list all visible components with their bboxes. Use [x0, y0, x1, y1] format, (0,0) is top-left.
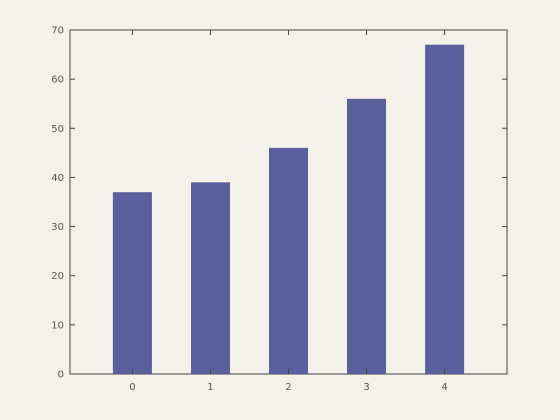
y-tick-label: 30	[51, 222, 64, 233]
y-tick-label: 40	[51, 173, 64, 184]
bars-group	[112, 44, 465, 375]
bar-0	[112, 192, 152, 374]
x-tick-label: 2	[285, 382, 291, 393]
y-tick-label: 60	[51, 75, 64, 86]
bar-3	[347, 98, 386, 375]
y-tick-label: 70	[51, 26, 64, 37]
y-tick-label: 20	[51, 271, 64, 282]
x-tick-label: 0	[129, 382, 135, 393]
bar-2	[269, 147, 308, 374]
y-tick-label: 50	[51, 124, 64, 135]
bar-1	[191, 182, 230, 374]
y-tick-label: 10	[51, 320, 64, 331]
y-axis: 0 10 20 30 40 50 60 70	[51, 26, 507, 381]
x-tick-label: 3	[363, 382, 369, 393]
x-tick-label: 4	[441, 382, 447, 393]
y-tick-label: 0	[58, 370, 64, 381]
x-tick-label: 1	[207, 382, 213, 393]
x-axis: 0 1 2 3 4	[129, 30, 448, 393]
bar-4	[425, 44, 465, 374]
